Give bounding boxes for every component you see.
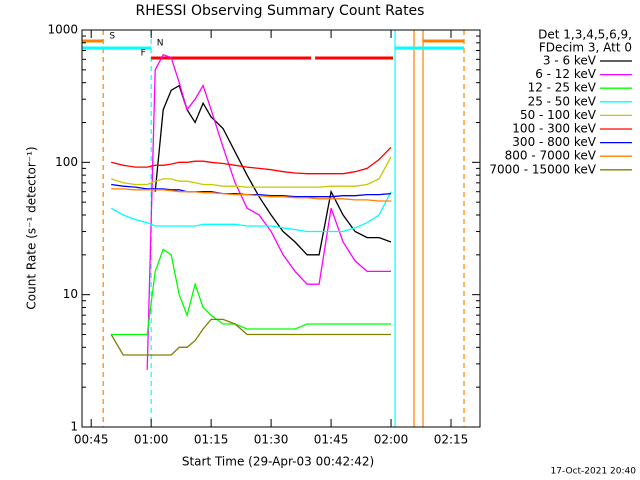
y-tick-label: 100 — [55, 155, 78, 169]
y-axis-label: Count Rate (s⁻¹ detector⁻¹) — [25, 146, 39, 309]
flag-label: F — [141, 49, 146, 59]
x-tick-label: 01:00 — [134, 433, 169, 447]
legend-label: 800 - 7000 keV — [505, 149, 597, 163]
y-tick-label: 1 — [70, 420, 78, 434]
series-line — [110, 318, 391, 356]
series-line — [110, 191, 392, 233]
legend-header: Det 1,3,4,5,6,9, — [538, 28, 632, 42]
legend-label: 12 - 25 keV — [528, 81, 597, 95]
legend-label: 100 - 300 keV — [512, 122, 596, 136]
chart-title: RHESSI Observing Summary Count Rates — [136, 3, 425, 19]
legend-header: FDecim 3, Att 0 — [539, 41, 632, 55]
x-tick-label: 01:30 — [254, 433, 289, 447]
series-line — [111, 188, 391, 202]
legend-label: 300 - 800 keV — [512, 135, 596, 149]
x-tick-label: 01:45 — [314, 433, 349, 447]
x-tick-label: 01:15 — [194, 433, 229, 447]
series-line — [110, 156, 392, 188]
footer: 17-Oct-2021 20:40 — [551, 467, 637, 477]
legend-label: 25 - 50 keV — [528, 94, 597, 108]
x-tick-label: 02:00 — [374, 433, 409, 447]
x-tick-label: 02:15 — [434, 433, 469, 447]
x-axis-label: Start Time (29-Apr-03 00:42:42) — [182, 455, 374, 469]
series-line — [111, 183, 392, 198]
flag-label: N — [157, 39, 164, 49]
legend-label: 6 - 12 keV — [535, 67, 597, 81]
y-tick-label: 1000 — [47, 23, 78, 37]
series-line — [111, 248, 391, 336]
series-line — [111, 146, 392, 175]
legend-label: 50 - 100 keV — [520, 108, 597, 122]
y-tick-label: 10 — [63, 287, 78, 301]
legend-label: 3 - 6 keV — [543, 54, 597, 68]
x-tick-label: 00:45 — [74, 433, 109, 447]
series-line — [146, 54, 391, 370]
legend-label: 7000 - 15000 keV — [489, 162, 596, 176]
plot-frame — [81, 29, 481, 428]
flag-label: S — [109, 32, 115, 42]
